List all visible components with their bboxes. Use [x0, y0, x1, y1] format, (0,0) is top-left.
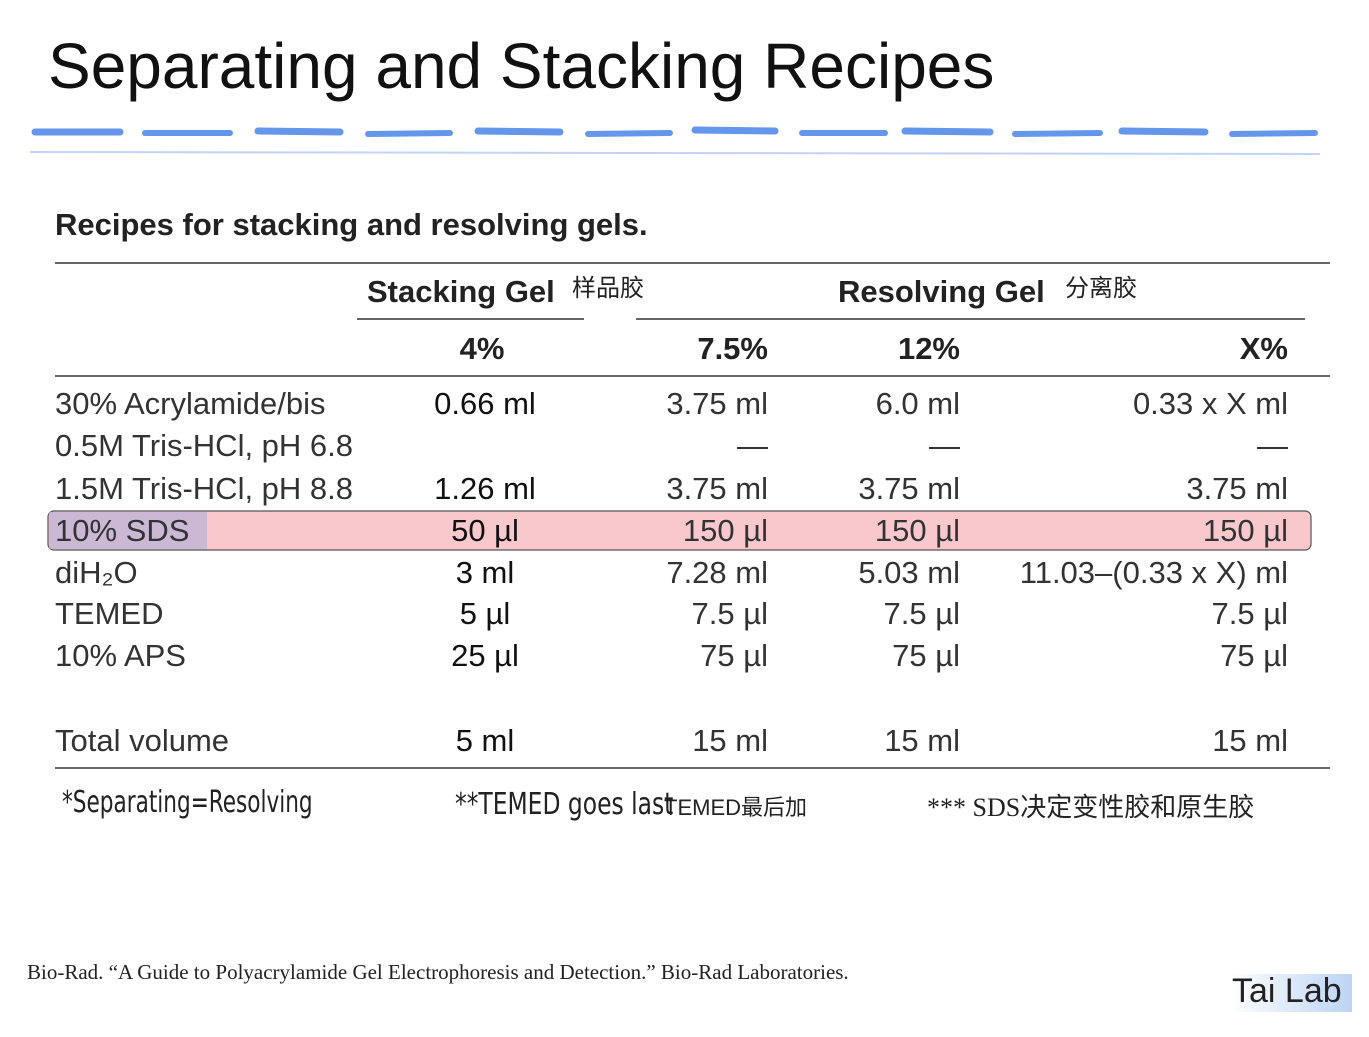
- group-header: Stacking Gel: [367, 274, 555, 309]
- cell: 7.28 ml: [666, 555, 768, 590]
- cell: 0.33 x X ml: [1132, 386, 1288, 421]
- cell: 0.66 ml: [434, 386, 536, 421]
- cell: 50 µl: [451, 513, 519, 548]
- note: *Separating=Resolving: [62, 785, 313, 820]
- column-header: 4%: [459, 331, 505, 366]
- cell: 75 µl: [700, 638, 768, 673]
- row-label: TEMED: [55, 596, 164, 631]
- row-label: Total volume: [55, 723, 230, 758]
- footer: Tai Lab: [1228, 974, 1352, 1012]
- cell: 5 µl: [459, 596, 511, 631]
- cell: 25 µl: [451, 638, 519, 673]
- cell: 1.26 ml: [434, 471, 536, 506]
- group-header: Resolving Gel: [838, 274, 1045, 309]
- subtitle: Recipes for stacking and resolving gels.: [55, 207, 648, 242]
- row-label: 0.5M Tris-HCl, pH 6.8: [55, 428, 354, 463]
- cell: —: [929, 428, 960, 463]
- group-note: 分离胶: [1065, 275, 1137, 302]
- cell: 75 µl: [892, 638, 960, 673]
- row-label: diH₂O: [55, 555, 138, 590]
- cell: 150 µl: [682, 513, 768, 548]
- decoration: [29, 126, 1321, 155]
- cell: —: [1257, 428, 1288, 463]
- note: **TEMED goes last: [455, 787, 674, 822]
- column-header: X%: [1239, 331, 1288, 366]
- column-header: 12%: [897, 331, 960, 366]
- row-label: 10% SDS: [55, 513, 190, 548]
- row-label: 10% APS: [55, 638, 186, 673]
- cell: 3 ml: [455, 555, 515, 590]
- citation: Bio-Rad. “A Guide to Polyacrylamide Gel …: [27, 960, 849, 984]
- row-label: 30% Acrylamide/bis: [55, 386, 326, 421]
- cell: 75 µl: [1220, 638, 1288, 673]
- cell: 7.5 µl: [1211, 596, 1288, 631]
- cell: 150 µl: [874, 513, 960, 548]
- title: Separating and Stacking Recipes: [48, 30, 995, 102]
- cell: 11.03–(0.33 x X) ml: [1019, 555, 1288, 590]
- cell: 3.75 ml: [666, 471, 768, 506]
- cell: 15 ml: [884, 723, 960, 758]
- cell: 7.5 µl: [691, 596, 768, 631]
- cell: 7.5 µl: [883, 596, 960, 631]
- cell: 3.75 ml: [666, 386, 768, 421]
- column-header: 7.5%: [697, 331, 768, 366]
- cell: 3.75 ml: [1186, 471, 1288, 506]
- cell: 5 ml: [455, 723, 515, 758]
- cell: —: [737, 428, 768, 463]
- note: *** SDS决定变性胶和原生胶: [927, 793, 1255, 822]
- cell: 6.0 ml: [875, 386, 960, 421]
- cell: 5.03 ml: [858, 555, 960, 590]
- cell: 150 µl: [1202, 513, 1288, 548]
- group-note: 样品胶: [572, 275, 644, 302]
- cell: 15 ml: [692, 723, 768, 758]
- note: TEMED最后加: [664, 795, 808, 820]
- cell: 3.75 ml: [858, 471, 960, 506]
- cell: 15 ml: [1212, 723, 1288, 758]
- row-label: 1.5M Tris-HCl, pH 8.8: [55, 471, 354, 506]
